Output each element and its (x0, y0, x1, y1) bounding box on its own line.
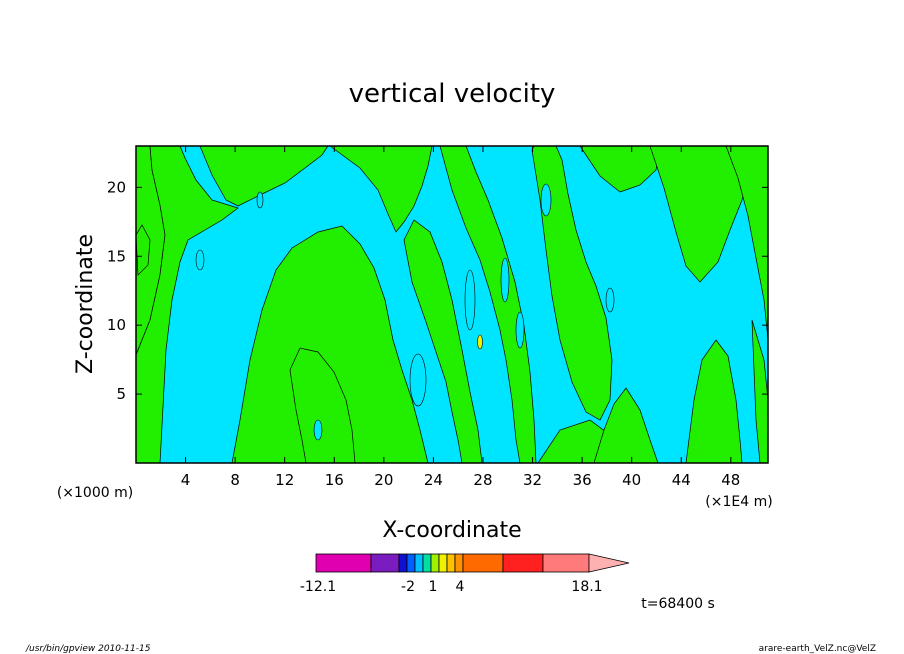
positive-velocity-region (289, 347, 356, 464)
colorbar-swatch (438, 553, 448, 573)
x-tick-label: 40 (622, 471, 641, 489)
positive-velocity-region (231, 225, 429, 464)
colorbar-swatch (454, 553, 464, 573)
colorbar-label: 4 (456, 579, 465, 595)
x-tick-label: 48 (721, 471, 740, 489)
velocity-fields (135, 145, 769, 464)
colorbar-swatch (446, 553, 456, 573)
colorbar-swatch (398, 553, 408, 573)
x-tick-label: 16 (325, 471, 344, 489)
x-tick-label: 28 (473, 471, 492, 489)
colorbar (315, 553, 630, 573)
positive-velocity-region (328, 145, 433, 233)
positive-velocity-region (531, 145, 613, 421)
colorbar-swatch (315, 553, 372, 573)
x-tick-label: 8 (230, 471, 240, 489)
negative-velocity-cell (313, 419, 323, 441)
strong-updraft-cell (477, 334, 483, 350)
x-unit-left: (×1000 m) (57, 485, 133, 501)
colorbar-extension-arrow (588, 553, 630, 573)
x-tick-label: 36 (573, 471, 592, 489)
x-tick-label: 4 (181, 471, 191, 489)
x-tick-label: 20 (374, 471, 393, 489)
colorbar-swatch (370, 553, 400, 573)
time-label: t=68400 s (641, 596, 715, 612)
footer-right: arare-earth_VelZ.nc@VelZ (759, 644, 876, 654)
x-axis-ticks: 4 8 12 16 20 24 28 32 36 40 44 48 (181, 146, 740, 489)
colorbar-swatch (422, 553, 432, 573)
positive-velocity-region (685, 339, 743, 464)
colorbar-swatch (406, 553, 416, 573)
negative-velocity-cell (256, 191, 264, 209)
negative-velocity-cell (409, 353, 427, 407)
footer-left: /usr/bin/gpview 2010-11-15 (25, 644, 151, 654)
colorbar-labels: -12.1 -2 1 4 18.1 (300, 579, 603, 595)
negative-velocity-cell (464, 269, 476, 331)
negative-velocity-cell (540, 183, 552, 217)
y-axis-ticks: 5 10 15 20 (107, 178, 768, 403)
y-tick-label: 20 (107, 178, 126, 196)
colorbar-swatch (430, 553, 440, 573)
y-tick-label: 5 (116, 385, 126, 403)
x-unit-right: (×1E4 m) (705, 494, 772, 510)
plot-frame (135, 145, 769, 464)
y-axis-label: Z-coordinate (73, 234, 98, 374)
y-tick-label: 10 (107, 316, 126, 334)
positive-velocity-region (135, 224, 151, 276)
positive-velocity-region (135, 145, 239, 464)
y-tick-label: 15 (107, 247, 126, 265)
negative-velocity-cell (605, 287, 615, 313)
colorbar-label: 18.1 (571, 579, 602, 595)
x-tick-label: 12 (275, 471, 294, 489)
chart-title: vertical velocity (349, 79, 556, 109)
positive-velocity-region (593, 387, 659, 464)
negative-velocity-cell (500, 257, 510, 303)
x-axis-label: X-coordinate (382, 518, 521, 543)
plot-area (135, 145, 769, 464)
colorbar-label: -2 (401, 579, 415, 595)
negative-velocity-cell (515, 311, 525, 349)
x-tick-label: 32 (523, 471, 542, 489)
colorbar-swatch (462, 553, 504, 573)
positive-velocity-region (199, 145, 329, 207)
x-tick-label: 24 (424, 471, 443, 489)
colorbar-label: 1 (429, 579, 438, 595)
colorbar-label: -12.1 (300, 579, 336, 595)
colorbar-swatch (542, 553, 590, 573)
x-tick-label: 44 (672, 471, 691, 489)
colorbar-swatch (502, 553, 544, 573)
negative-velocity-cell (195, 249, 205, 271)
colorbar-swatch (414, 553, 424, 573)
